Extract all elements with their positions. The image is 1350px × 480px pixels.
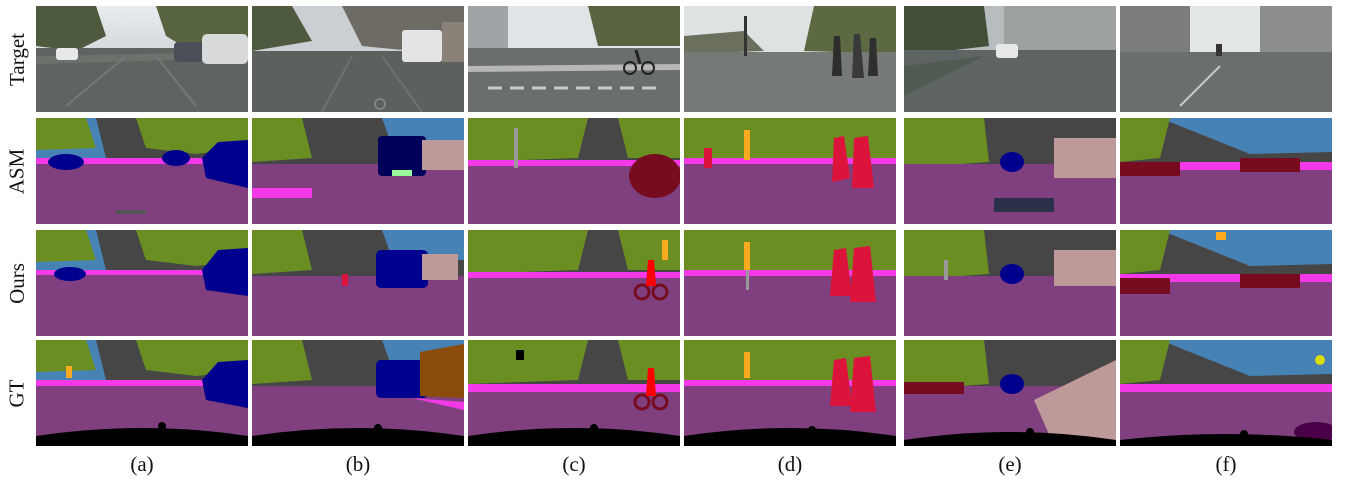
row-label-target: Target xyxy=(4,32,29,86)
target-photo-c xyxy=(468,6,680,112)
gt-map-d xyxy=(684,340,896,446)
ours-map-a xyxy=(36,230,248,336)
asm-map-e xyxy=(904,118,1116,224)
row-label-gt: GT xyxy=(4,379,29,407)
ours-map-e xyxy=(904,230,1116,336)
asm-map-f xyxy=(1120,118,1332,224)
gt-map-c xyxy=(468,340,680,446)
asm-map-c xyxy=(468,118,680,224)
gt-map-a xyxy=(36,340,248,446)
ours-map-b xyxy=(252,230,464,336)
target-photo-d xyxy=(684,6,896,112)
column-label-c: (c) xyxy=(562,452,586,476)
target-photo-a xyxy=(36,6,248,112)
ours-map-d xyxy=(684,230,896,336)
asm-map-b xyxy=(252,118,464,224)
column-label-e: (e) xyxy=(998,452,1022,476)
column-label-f: (f) xyxy=(1215,452,1237,476)
target-photo-e xyxy=(904,6,1116,112)
column-label-a: (a) xyxy=(130,452,154,476)
gt-map-b xyxy=(252,340,464,446)
column-label-d: (d) xyxy=(777,452,803,476)
ours-map-f xyxy=(1120,230,1332,336)
target-photo-f xyxy=(1120,6,1332,112)
row-label-ours: Ours xyxy=(4,262,29,304)
column-label-b: (b) xyxy=(345,452,371,476)
asm-map-a xyxy=(36,118,248,224)
gt-map-e xyxy=(904,340,1116,446)
gt-map-f xyxy=(1120,340,1332,446)
ours-map-c xyxy=(468,230,680,336)
row-label-asm: ASM xyxy=(4,148,29,194)
target-photo-b xyxy=(252,6,464,112)
asm-map-d xyxy=(684,118,896,224)
